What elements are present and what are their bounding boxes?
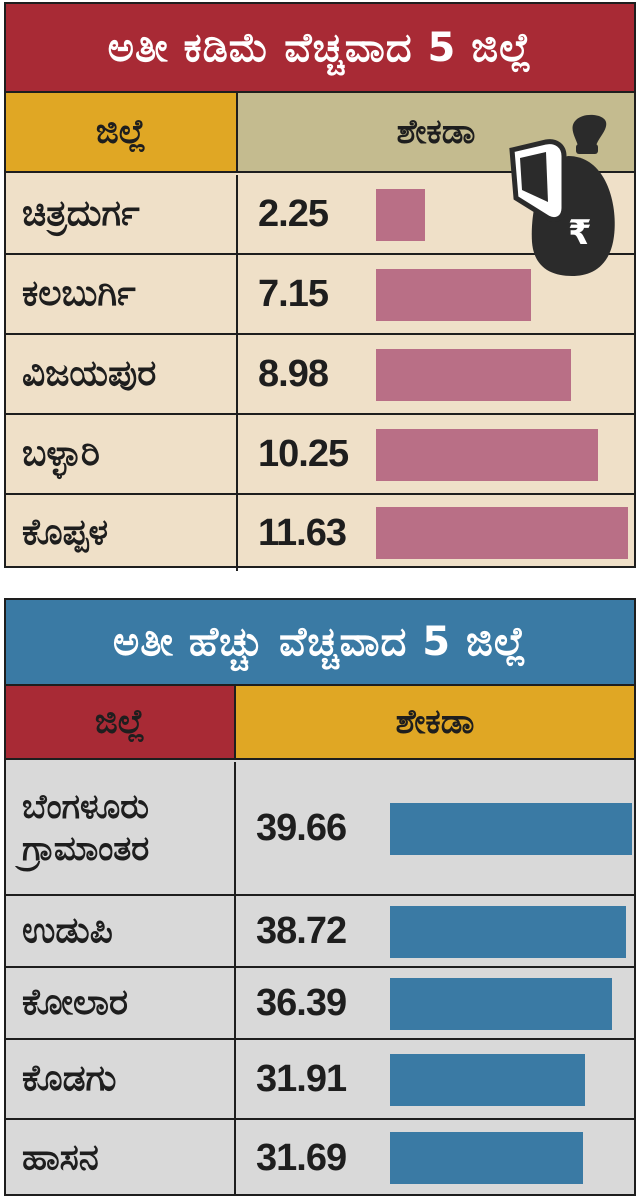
- table-row: ಕೊಪ್ಪಳ 11.63: [6, 495, 634, 571]
- percent-value: 31.69: [256, 1136, 347, 1179]
- percent-value: 8.98: [258, 352, 329, 395]
- district-name: ಚಿತ್ರದುರ್ಗ: [6, 175, 238, 253]
- percent-value: 36.39: [256, 981, 347, 1024]
- value-bar: [376, 429, 598, 481]
- lowest-spending-title: ಅತೀ ಕಡಿಮೆ ವೆಚ್ಚವಾದ 5 ಜಿಲ್ಲೆ: [6, 4, 634, 93]
- table-row: ಬೆಂಗಳೂರು ಗ್ರಾಮಾಂತರ 39.66: [6, 762, 634, 896]
- district-name: ಉಡುಪಿ: [6, 896, 236, 966]
- percent-value: 10.25: [258, 432, 349, 475]
- value-bar: [376, 269, 531, 321]
- percent-value: 39.66: [256, 806, 347, 849]
- percent-column-header: ಶೇಕಡಾ: [236, 686, 634, 758]
- table-row: ವಿಜಯಪುರ 8.98: [6, 335, 634, 415]
- value-bar: [390, 803, 632, 855]
- district-name: ವಿಜಯಪುರ: [6, 335, 238, 413]
- district-name: ಹಾಸನ: [6, 1120, 236, 1196]
- svg-text:₹: ₹: [568, 213, 592, 253]
- value-bar: [390, 978, 612, 1030]
- district-name: ಬೆಂಗಳೂರು ಗ್ರಾಮಾಂತರ: [6, 762, 236, 894]
- percent-value: 7.15: [258, 272, 329, 315]
- value-bar: [376, 507, 628, 559]
- value-bar: [390, 1132, 583, 1184]
- table-row: ಹಾಸನ 31.69: [6, 1120, 634, 1196]
- district-name: ಕೋಲಾರ: [6, 968, 236, 1038]
- table-row: ಕಲಬುರ್ಗಿ 7.15: [6, 255, 634, 335]
- lowest-spending-panel: ಅತೀ ಕಡಿಮೆ ವೆಚ್ಚವಾದ 5 ಜಿಲ್ಲೆ ಜಿಲ್ಲೆ ಶೇಕಡಾ…: [4, 2, 636, 571]
- table-row: ಚಿತ್ರದುರ್ಗ 2.25: [6, 175, 634, 255]
- highest-spending-panel: ಅತೀ ಹೆಚ್ಚು ವೆಚ್ಚವಾದ 5 ಜಿಲ್ಲೆ ಜಿಲ್ಲೆ ಶೇಕಡ…: [4, 598, 636, 1196]
- value-bar: [390, 1054, 585, 1106]
- highest-spending-title: ಅತೀ ಹೆಚ್ಚು ವೆಚ್ಚವಾದ 5 ಜಿಲ್ಲೆ: [6, 600, 634, 686]
- table-row: ಉಡುಪಿ 38.72: [6, 896, 634, 968]
- value-bar: [376, 349, 571, 401]
- table-row: ಕೋಲಾರ 36.39: [6, 968, 634, 1040]
- percent-value: 38.72: [256, 909, 347, 952]
- district-name: ಕಲಬುರ್ಗಿ: [6, 255, 238, 333]
- district-name: ಬಳ್ಳಾರಿ: [6, 415, 238, 493]
- money-bag-rupee-icon: ₹: [509, 114, 615, 276]
- district-name: ಕೊಡಗು: [6, 1040, 236, 1118]
- table-row: ಕೊಡಗು 31.91: [6, 1040, 634, 1120]
- table-row: ಬಳ್ಳಾರಿ 10.25: [6, 415, 634, 495]
- district-column-header: ಜಿಲ್ಲೆ: [6, 686, 236, 758]
- value-bar: [376, 189, 425, 241]
- value-bar: [390, 906, 626, 958]
- district-column-header: ಜಿಲ್ಲೆ: [6, 93, 238, 171]
- percent-value: 11.63: [258, 511, 347, 554]
- percent-value: 2.25: [258, 192, 329, 235]
- highest-header-row: ಜಿಲ್ಲೆ ಶೇಕಡಾ: [6, 686, 634, 760]
- percent-value: 31.91: [256, 1057, 347, 1100]
- lowest-header-row: ಜಿಲ್ಲೆ ಶೇಕಡಾ: [6, 93, 634, 173]
- district-name: ಕೊಪ್ಪಳ: [6, 495, 238, 571]
